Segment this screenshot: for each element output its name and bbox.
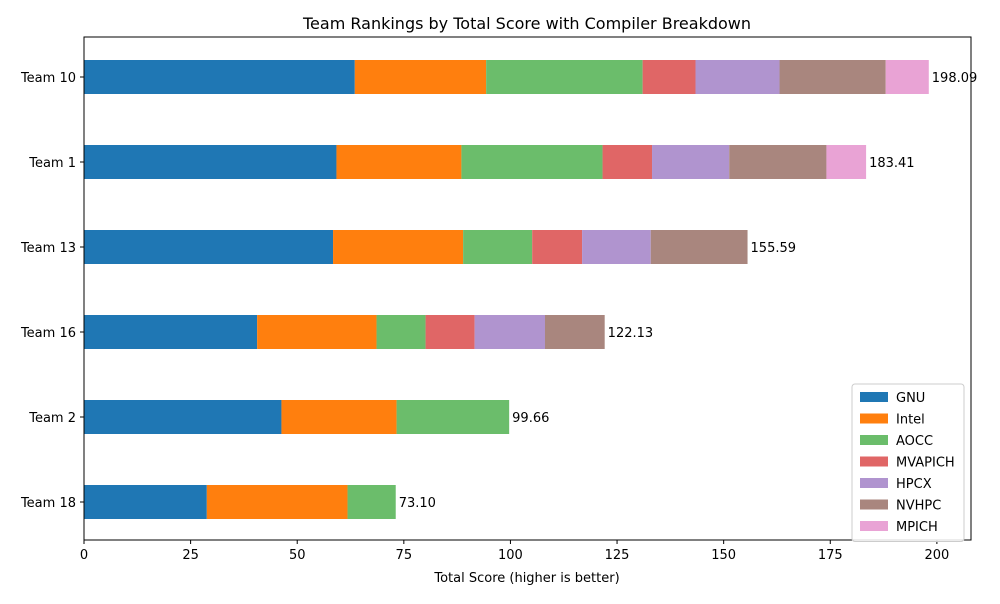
x-tick-label: 125 bbox=[605, 548, 630, 563]
x-tick-label: 100 bbox=[498, 548, 523, 563]
total-label: 122.13 bbox=[608, 326, 654, 341]
bar-segment-hpcx bbox=[695, 60, 780, 94]
legend-label-intel: Intel bbox=[896, 413, 925, 428]
x-tick-label: 75 bbox=[396, 548, 413, 563]
bar-segment-gnu bbox=[84, 230, 334, 264]
bar-segment-mpich bbox=[885, 60, 929, 94]
legend-swatch-mpich bbox=[860, 521, 888, 531]
plot-frame bbox=[83, 36, 972, 541]
y-tick-label: Team 13 bbox=[20, 241, 76, 256]
bar-segment-gnu bbox=[84, 145, 337, 179]
bar-segment-nvhpc bbox=[779, 60, 886, 94]
bar-segment-mvapich bbox=[642, 60, 696, 94]
y-tick-label: Team 1 bbox=[28, 156, 76, 171]
bar-segment-aocc bbox=[376, 315, 426, 349]
legend-swatch-gnu bbox=[860, 392, 888, 402]
x-tick-label: 50 bbox=[289, 548, 306, 563]
legend-label-mpich: MPICH bbox=[896, 520, 938, 535]
x-tick-label: 175 bbox=[818, 548, 843, 563]
x-axis: 0 25 50 75 100 125 150 175 200 bbox=[80, 540, 949, 563]
bar-segment-hpcx bbox=[474, 315, 545, 349]
bar-segment-gnu bbox=[84, 60, 355, 94]
legend-label-aocc: AOCC bbox=[896, 434, 933, 449]
bar-segment-intel bbox=[333, 230, 464, 264]
legend-label-gnu: GNU bbox=[896, 391, 925, 406]
x-tick-label: 200 bbox=[924, 548, 949, 563]
y-axis: Team 10 Team 1 Team 13 Team 16 Team 2 Team 18 bbox=[20, 71, 84, 511]
legend-label-hpcx: HPCX bbox=[896, 477, 932, 492]
bar-segment-nvhpc bbox=[544, 315, 605, 349]
legend-label-nvhpc: NVHPC bbox=[896, 499, 941, 514]
bar-segment-intel bbox=[257, 315, 377, 349]
legend-swatch-nvhpc bbox=[860, 499, 888, 510]
total-label: 183.41 bbox=[869, 156, 915, 171]
bar-segment-nvhpc bbox=[729, 145, 827, 179]
legend-label-mvapich: MVAPICH bbox=[896, 456, 955, 471]
total-label: 198.09 bbox=[932, 71, 978, 86]
y-tick-label: Team 10 bbox=[20, 71, 76, 86]
legend-swatch-mvapich bbox=[860, 456, 888, 467]
bar-segment-gnu bbox=[84, 315, 258, 349]
total-labels-group: 198.09 183.41 155.59 122.13 99.66 73.10 bbox=[399, 71, 978, 511]
y-tick-label: Team 18 bbox=[20, 496, 76, 511]
bar-segment-gnu bbox=[84, 400, 282, 434]
bar-segment-intel bbox=[336, 145, 462, 179]
bar-segment-mvapich bbox=[425, 315, 475, 349]
bar-segment-aocc bbox=[396, 400, 510, 434]
bar-segment-mpich bbox=[826, 145, 867, 179]
bar-segment-aocc bbox=[347, 485, 396, 519]
bar-segment-hpcx bbox=[652, 145, 730, 179]
total-label: 155.59 bbox=[751, 241, 797, 256]
bar-segment-mvapich bbox=[602, 145, 653, 179]
bar-segment-aocc bbox=[486, 60, 643, 94]
y-tick-label: Team 16 bbox=[20, 326, 76, 341]
bar-segment-aocc bbox=[461, 145, 603, 179]
x-tick-label: 0 bbox=[80, 548, 88, 563]
bar-segment-intel bbox=[206, 485, 348, 519]
bars-group bbox=[84, 60, 929, 519]
bar-segment-intel bbox=[354, 60, 487, 94]
legend-swatch-aocc bbox=[860, 435, 888, 445]
legend-swatch-hpcx bbox=[860, 478, 888, 488]
bar-segment-hpcx bbox=[582, 230, 651, 264]
bar-segment-intel bbox=[281, 400, 397, 434]
x-tick-label: 150 bbox=[711, 548, 736, 563]
total-label: 99.66 bbox=[512, 411, 549, 426]
y-tick-label: Team 2 bbox=[28, 411, 76, 426]
bar-segment-nvhpc bbox=[650, 230, 748, 264]
bar-segment-aocc bbox=[463, 230, 533, 264]
chart-title: Team Rankings by Total Score with Compil… bbox=[302, 14, 751, 33]
bar-segment-gnu bbox=[84, 485, 207, 519]
bar-segment-mvapich bbox=[532, 230, 583, 264]
total-label: 73.10 bbox=[399, 496, 436, 511]
x-axis-label: Total Score (higher is better) bbox=[433, 571, 619, 586]
legend-swatch-intel bbox=[860, 413, 888, 424]
x-tick-label: 25 bbox=[182, 548, 199, 563]
legend: GNU Intel AOCC MVAPICH HPCX NVHPC MPICH bbox=[851, 383, 965, 542]
